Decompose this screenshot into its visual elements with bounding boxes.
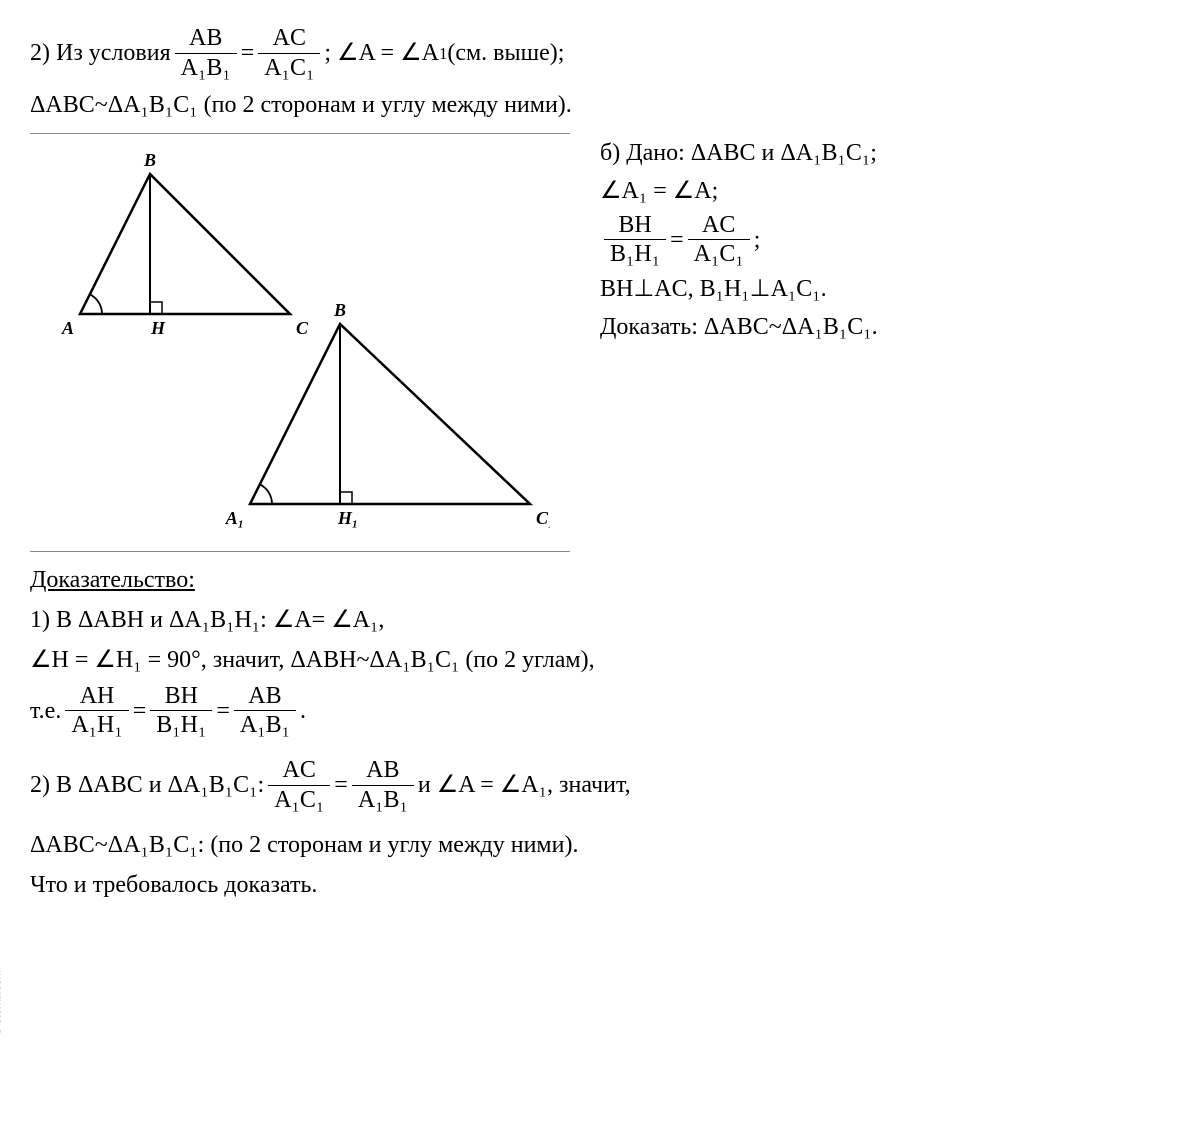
svg-text:C: C: [296, 318, 309, 338]
text: Доказательство:: [30, 562, 195, 598]
figure-row: A B C H A₁ B C₁ H₁ б) Дано: ΔABC и ΔA₁B₁…: [30, 133, 1165, 552]
watermark: © 5terka.com: [0, 969, 6, 1035]
figure-box: A B C H A₁ B C₁ H₁: [30, 133, 570, 552]
svg-text:H: H: [150, 318, 166, 338]
svg-text:B: B: [333, 300, 346, 320]
proof-1b: ∠H = ∠H₁ = 90°, значит, ΔABH~ΔA₁B₁C₁ (по…: [30, 642, 1165, 678]
given-perp: BH⊥AC, B₁H₁⊥A₁C₁.: [600, 271, 827, 307]
svg-text:H₁: H₁: [337, 508, 358, 528]
semicolon: ;: [754, 222, 761, 258]
text: ∠H = ∠H₁ = 90°, значит, ΔABH~ΔA₁B₁C₁ (по…: [30, 642, 595, 678]
fraction-ab-a1b1: AB A₁B₁: [234, 682, 296, 741]
text: (см. выше);: [447, 35, 564, 71]
line-1: 2) Из условия AB A₁B₁ = AC A₁C₁ ; ∠A = ∠…: [30, 24, 1165, 83]
fraction-ah-a1h1: AH A₁H₁: [65, 682, 128, 741]
given-prove: Доказать: ΔABC~ΔA₁B₁C₁.: [600, 309, 878, 345]
line-2: ΔABC~ΔA₁B₁C₁ (по 2 сторонам и углу между…: [30, 87, 1165, 123]
text: ΔABC~ΔA₁B₁C₁ (по 2 сторонам и углу между…: [30, 87, 572, 123]
given-angle: ∠A₁ = ∠A;: [600, 173, 718, 209]
fraction-bh-b1h1: BH B₁H₁: [150, 682, 212, 741]
text: 1) В ΔABH и ΔA₁B₁H₁: ∠A= ∠A₁,: [30, 602, 384, 638]
proof-1a: 1) В ΔABH и ΔA₁B₁H₁: ∠A= ∠A₁,: [30, 602, 1165, 638]
equals: =: [670, 222, 684, 258]
proof-3: ΔABC~ΔA₁B₁C₁: (по 2 сторонам и углу межд…: [30, 827, 1165, 863]
equals: =: [334, 767, 348, 803]
text: ΔABC~ΔA₁B₁C₁: (по 2 сторонам и углу межд…: [30, 827, 578, 863]
equals: =: [241, 35, 255, 71]
fraction-ac-a1c1: AC A₁C₁: [688, 211, 750, 270]
proof-4: Что и требовалось доказать.: [30, 867, 1165, 903]
given-box: б) Дано: ΔABC и ΔA₁B₁C₁; ∠A₁ = ∠A; BH B₁…: [600, 133, 1165, 348]
fraction-ab-a1b1: AB A₁B₁: [352, 756, 414, 815]
subscript: 1: [439, 41, 447, 66]
svg-text:B: B: [143, 150, 156, 170]
fraction-bh-b1h1: BH B₁H₁: [604, 211, 666, 270]
svg-text:C₁: C₁: [536, 508, 550, 528]
fraction-ac-a1c1: AC A₁C₁: [258, 24, 320, 83]
proof-2: 2) В ΔABC и ΔA₁B₁C₁: AC A₁C₁ = AB A₁B₁ и…: [30, 756, 1165, 815]
equals: =: [216, 693, 230, 729]
text: т.е.: [30, 693, 61, 729]
text: и ∠A = ∠A₁, значит,: [418, 767, 631, 803]
text: 2) В ΔABC и ΔA₁B₁C₁:: [30, 767, 264, 803]
text: 2) Из условия: [30, 35, 171, 71]
fraction-ab-a1b1: AB A₁B₁: [175, 24, 237, 83]
proof-title: Доказательство:: [30, 562, 1165, 598]
svg-text:A: A: [61, 318, 74, 338]
given-b: б) Дано: ΔABC и ΔA₁B₁C₁;: [600, 135, 877, 171]
equals: =: [133, 693, 147, 729]
svg-text:A₁: A₁: [225, 508, 244, 528]
proof-1c: т.е. AH A₁H₁ = BH B₁H₁ = AB A₁B₁ .: [30, 682, 1165, 741]
period: .: [300, 693, 306, 729]
text: Что и требовалось доказать.: [30, 867, 317, 903]
text: ; ∠A = ∠A: [324, 35, 439, 71]
fraction-ac-a1c1: AC A₁C₁: [268, 756, 330, 815]
triangles-figure: A B C H A₁ B C₁ H₁: [50, 144, 550, 534]
